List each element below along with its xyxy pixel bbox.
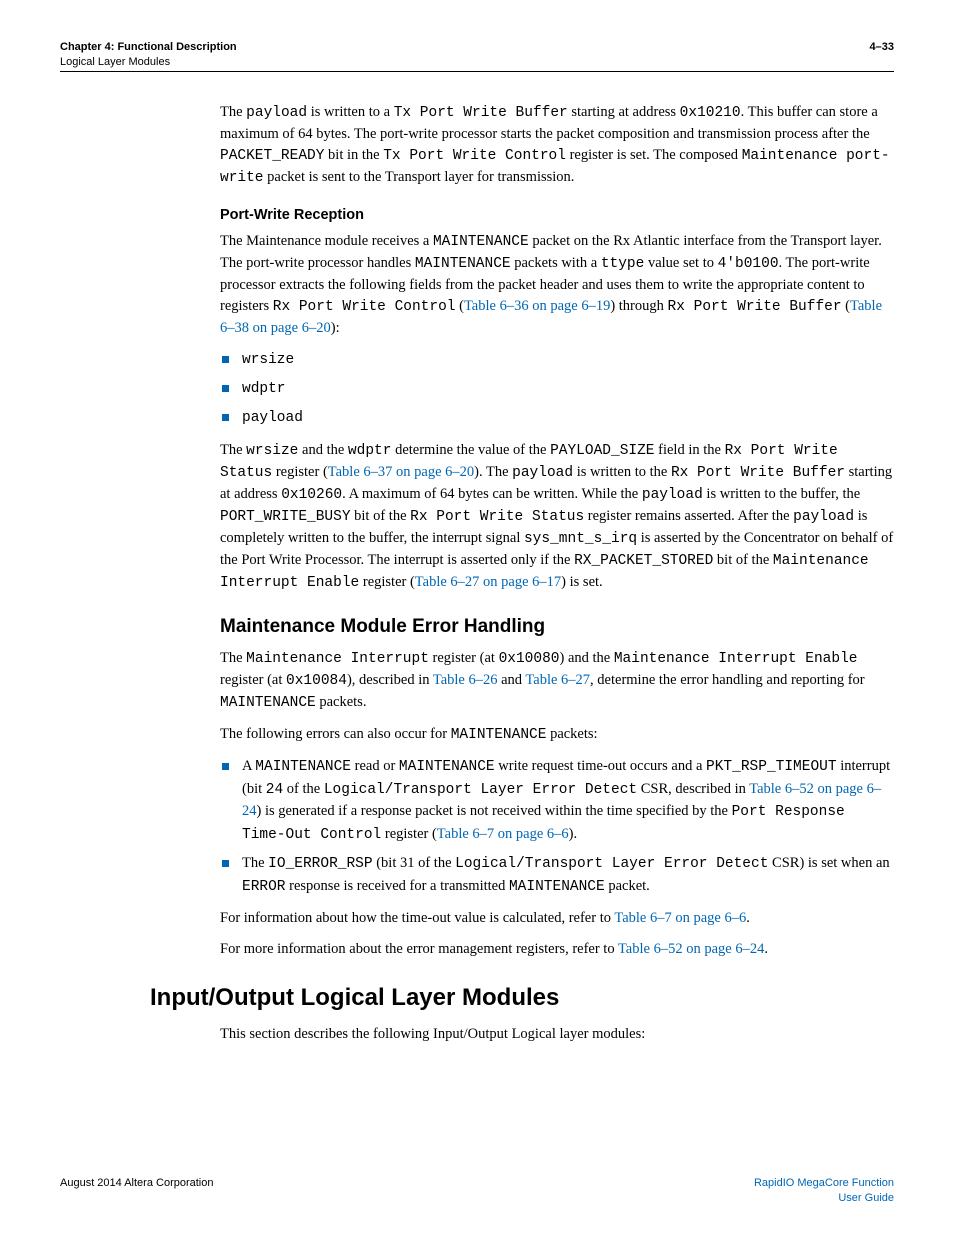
heading-port-write-reception: Port-Write Reception bbox=[220, 207, 894, 223]
para-io-intro: This section describes the following Inp… bbox=[220, 1024, 894, 1045]
page-header: Chapter 4: Functional Description 4–33 bbox=[60, 40, 894, 54]
para-timeout-ref: For information about how the time-out v… bbox=[220, 908, 894, 929]
para-error-mgmt-ref: For more information about the error man… bbox=[220, 939, 894, 960]
link-table-6-7[interactable]: Table 6–7 on page 6–6 bbox=[437, 826, 569, 842]
chapter-title: Chapter 4: Functional Description bbox=[60, 40, 237, 54]
para-payload-size: The wrsize and the wdptr determine the v… bbox=[220, 440, 894, 594]
page-number: 4–33 bbox=[870, 40, 894, 54]
link-table-6-7b[interactable]: Table 6–7 on page 6–6 bbox=[614, 910, 746, 926]
para-errors-intro: The following errors can also occur for … bbox=[220, 724, 894, 746]
list-item: A MAINTENANCE read or MAINTENANCE write … bbox=[220, 756, 894, 847]
fields-list: wrsize wdptr payload bbox=[220, 349, 894, 429]
heading-io-logical-layer: Input/Output Logical Layer Modules bbox=[150, 984, 894, 1012]
link-table-6-27b[interactable]: Table 6–27 bbox=[525, 672, 590, 688]
link-table-6-26[interactable]: Table 6–26 bbox=[433, 672, 498, 688]
errors-list: A MAINTENANCE read or MAINTENANCE write … bbox=[220, 756, 894, 899]
list-item: The IO_ERROR_RSP (bit 31 of the Logical/… bbox=[220, 853, 894, 899]
heading-error-handling: Maintenance Module Error Handling bbox=[220, 616, 894, 638]
para-interrupt-registers: The Maintenance Interrupt register (at 0… bbox=[220, 648, 894, 714]
section-title: Logical Layer Modules bbox=[60, 56, 894, 68]
list-item: wrsize bbox=[220, 349, 894, 372]
footer-doc-title[interactable]: RapidIO MegaCore Function bbox=[754, 1177, 894, 1189]
link-table-6-37[interactable]: Table 6–37 on page 6–20 bbox=[328, 464, 474, 480]
para-tx-buffer: The payload is written to a Tx Port Writ… bbox=[220, 102, 894, 189]
header-rule bbox=[60, 71, 894, 72]
page: Chapter 4: Functional Description 4–33 L… bbox=[0, 0, 954, 1235]
page-footer: August 2014 Altera Corporation RapidIO M… bbox=[60, 1176, 894, 1205]
footer-right: RapidIO MegaCore Function User Guide bbox=[754, 1176, 894, 1205]
link-table-6-27[interactable]: Table 6–27 on page 6–17 bbox=[415, 574, 561, 590]
body-column: The payload is written to a Tx Port Writ… bbox=[220, 102, 894, 1045]
link-table-6-52b[interactable]: Table 6–52 on page 6–24 bbox=[618, 941, 764, 957]
list-item: payload bbox=[220, 407, 894, 430]
link-table-6-36[interactable]: Table 6–36 on page 6–19 bbox=[464, 298, 610, 314]
footer-left: August 2014 Altera Corporation bbox=[60, 1176, 214, 1205]
footer-doc-subtitle[interactable]: User Guide bbox=[838, 1192, 894, 1204]
para-maintenance-rx: The Maintenance module receives a MAINTE… bbox=[220, 231, 894, 339]
list-item: wdptr bbox=[220, 378, 894, 401]
